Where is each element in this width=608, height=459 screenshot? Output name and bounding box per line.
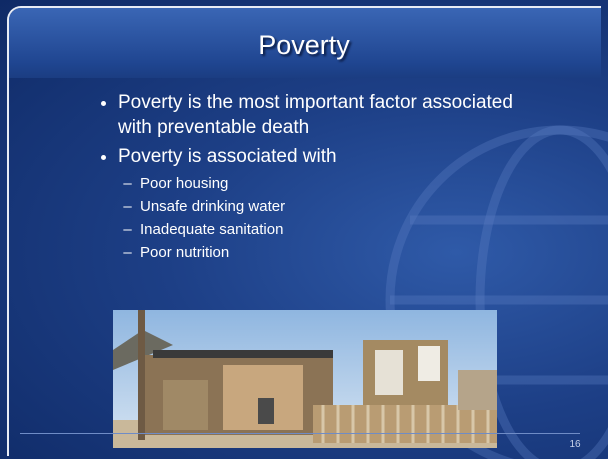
bullet-item: Poverty is associated with Poor housingUn… <box>118 144 538 264</box>
bullet-text: Poverty is associated with <box>118 146 337 167</box>
sub-bullet-item: Poor housing <box>140 172 538 195</box>
sub-bullet-item: Inadequate sanitation <box>140 218 538 241</box>
sub-bullet-list: Poor housingUnsafe drinking waterInadequ… <box>118 172 538 264</box>
page-number: 16 <box>560 439 590 450</box>
footer-rule <box>20 433 580 434</box>
sub-bullet-item: Poor nutrition <box>140 241 538 264</box>
bullet-list: Poverty is the most important factor ass… <box>96 90 538 268</box>
bullet-text: Poverty is the most important factor ass… <box>118 92 513 138</box>
sub-bullet-item: Unsafe drinking water <box>140 195 538 218</box>
bullet-item: Poverty is the most important factor ass… <box>118 90 538 140</box>
slide-title: Poverty <box>0 30 608 61</box>
slide: Poverty Poverty is the most important fa… <box>0 0 608 459</box>
photo <box>113 310 497 448</box>
